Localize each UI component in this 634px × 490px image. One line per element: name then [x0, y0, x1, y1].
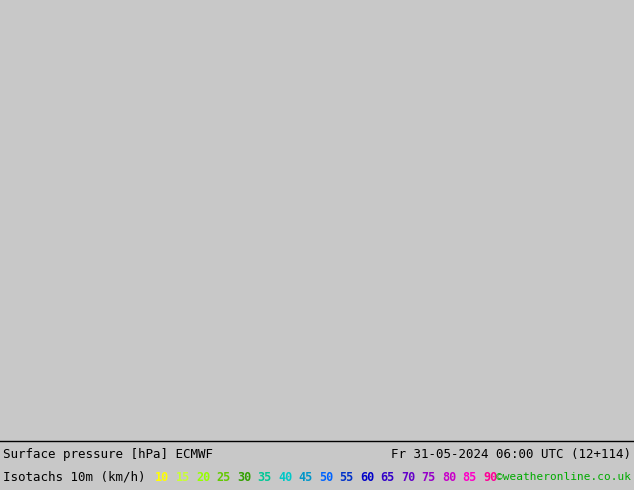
- Text: 10: 10: [155, 470, 169, 484]
- Text: Surface pressure [hPa] ECMWF: Surface pressure [hPa] ECMWF: [3, 447, 213, 461]
- Text: Fr 31-05-2024 06:00 UTC (12+114): Fr 31-05-2024 06:00 UTC (12+114): [391, 447, 631, 461]
- Text: 25: 25: [216, 470, 231, 484]
- Text: 35: 35: [257, 470, 272, 484]
- Text: 90: 90: [483, 470, 497, 484]
- Text: ©weatheronline.co.uk: ©weatheronline.co.uk: [496, 472, 631, 482]
- Text: 40: 40: [278, 470, 292, 484]
- Text: 65: 65: [380, 470, 395, 484]
- Text: Isotachs 10m (km/h): Isotachs 10m (km/h): [3, 470, 145, 484]
- Text: 85: 85: [462, 470, 477, 484]
- Text: 50: 50: [319, 470, 333, 484]
- Text: 60: 60: [360, 470, 374, 484]
- Text: 15: 15: [176, 470, 190, 484]
- Text: 70: 70: [401, 470, 415, 484]
- Text: 20: 20: [196, 470, 210, 484]
- Text: 45: 45: [299, 470, 313, 484]
- Text: 75: 75: [422, 470, 436, 484]
- Text: 30: 30: [237, 470, 251, 484]
- Text: 80: 80: [442, 470, 456, 484]
- Text: 55: 55: [339, 470, 354, 484]
